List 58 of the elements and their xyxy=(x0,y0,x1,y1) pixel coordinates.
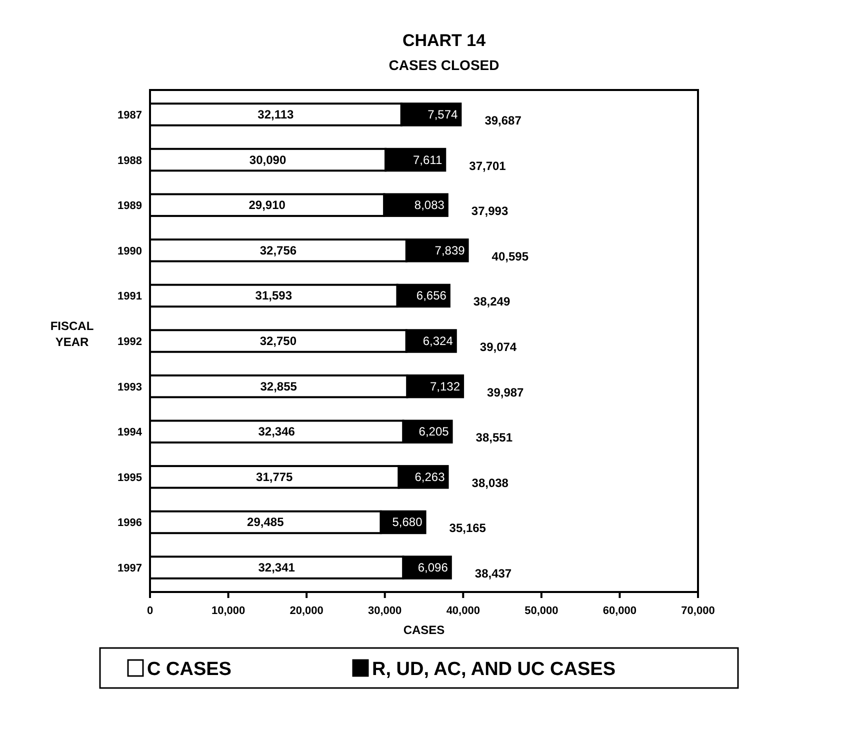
x-axis-title: CASES xyxy=(403,623,445,637)
data-label: 29,910 xyxy=(248,198,286,212)
y-tick-label: 1992 xyxy=(118,336,142,348)
y-tick-label: 1993 xyxy=(118,381,142,394)
total-label: 39,074 xyxy=(480,340,517,354)
data-label: 32,750 xyxy=(260,334,297,348)
total-label: 39,687 xyxy=(484,113,522,128)
data-label: 6,656 xyxy=(416,288,447,303)
data-label: 32,756 xyxy=(260,243,297,258)
y-tick-label: 1990 xyxy=(118,245,142,258)
data-label: 6,324 xyxy=(422,334,454,348)
data-label: 31,593 xyxy=(255,288,292,303)
data-label: 5,680 xyxy=(392,515,423,530)
total-label: 35,165 xyxy=(449,521,486,536)
x-tick-label: 50,000 xyxy=(524,605,558,617)
data-label: 32,113 xyxy=(258,107,294,122)
data-label: 7,574 xyxy=(428,107,458,122)
x-tick-label: 20,000 xyxy=(290,605,324,617)
data-label: 6,096 xyxy=(418,560,448,575)
y-tick-label: 1994 xyxy=(118,426,143,439)
data-label: 7,611 xyxy=(413,152,442,167)
x-tick-label: 60,000 xyxy=(602,605,637,617)
total-label: 38,437 xyxy=(474,566,512,581)
x-tick-label: 40,000 xyxy=(446,605,480,617)
data-label: 32,855 xyxy=(260,379,298,394)
y-tick-label: 1991 xyxy=(118,290,142,303)
total-label: 37,993 xyxy=(471,204,508,218)
data-label: 7,132 xyxy=(430,379,460,394)
y-axis-title: FISCAL YEAR xyxy=(50,319,94,349)
y-tick-label: 1996 xyxy=(118,517,142,530)
data-label: 30,090 xyxy=(249,152,286,167)
data-label: 32,341 xyxy=(258,560,296,575)
data-label: 32,346 xyxy=(258,424,296,439)
y-tick-label: 1989 xyxy=(118,200,142,212)
y-tick-label: 1995 xyxy=(118,472,142,484)
total-label: 37,701 xyxy=(469,158,506,173)
x-tick-label: 10,000 xyxy=(211,605,246,617)
data-label: 8,083 xyxy=(414,198,445,212)
legend-label: C CASES xyxy=(147,659,232,680)
data-label: 6,263 xyxy=(414,470,446,484)
y-tick-label: 1997 xyxy=(118,562,142,575)
y-tick-label: 1987 xyxy=(118,109,142,122)
total-label: 40,595 xyxy=(492,249,529,264)
chart-subtitle: CASES CLOSED xyxy=(388,57,500,73)
total-label: 38,551 xyxy=(476,430,513,445)
y-tick-label: 1988 xyxy=(118,154,142,167)
x-tick-label: 30,000 xyxy=(368,605,402,617)
legend-label: R, UD, AC, AND UC CASES xyxy=(372,659,616,680)
data-label: 31,775 xyxy=(256,470,294,484)
total-label: 39,987 xyxy=(487,385,524,400)
data-label: 7,839 xyxy=(434,243,466,258)
x-tick-label: 0 xyxy=(146,605,154,617)
data-label: 6,205 xyxy=(418,424,450,439)
data-label: 29,485 xyxy=(247,515,284,530)
total-label: 38,249 xyxy=(473,294,510,309)
chart-title: CHART 14 xyxy=(402,31,486,50)
total-label: 38,038 xyxy=(472,476,509,490)
x-tick-label: 70,000 xyxy=(681,605,715,617)
